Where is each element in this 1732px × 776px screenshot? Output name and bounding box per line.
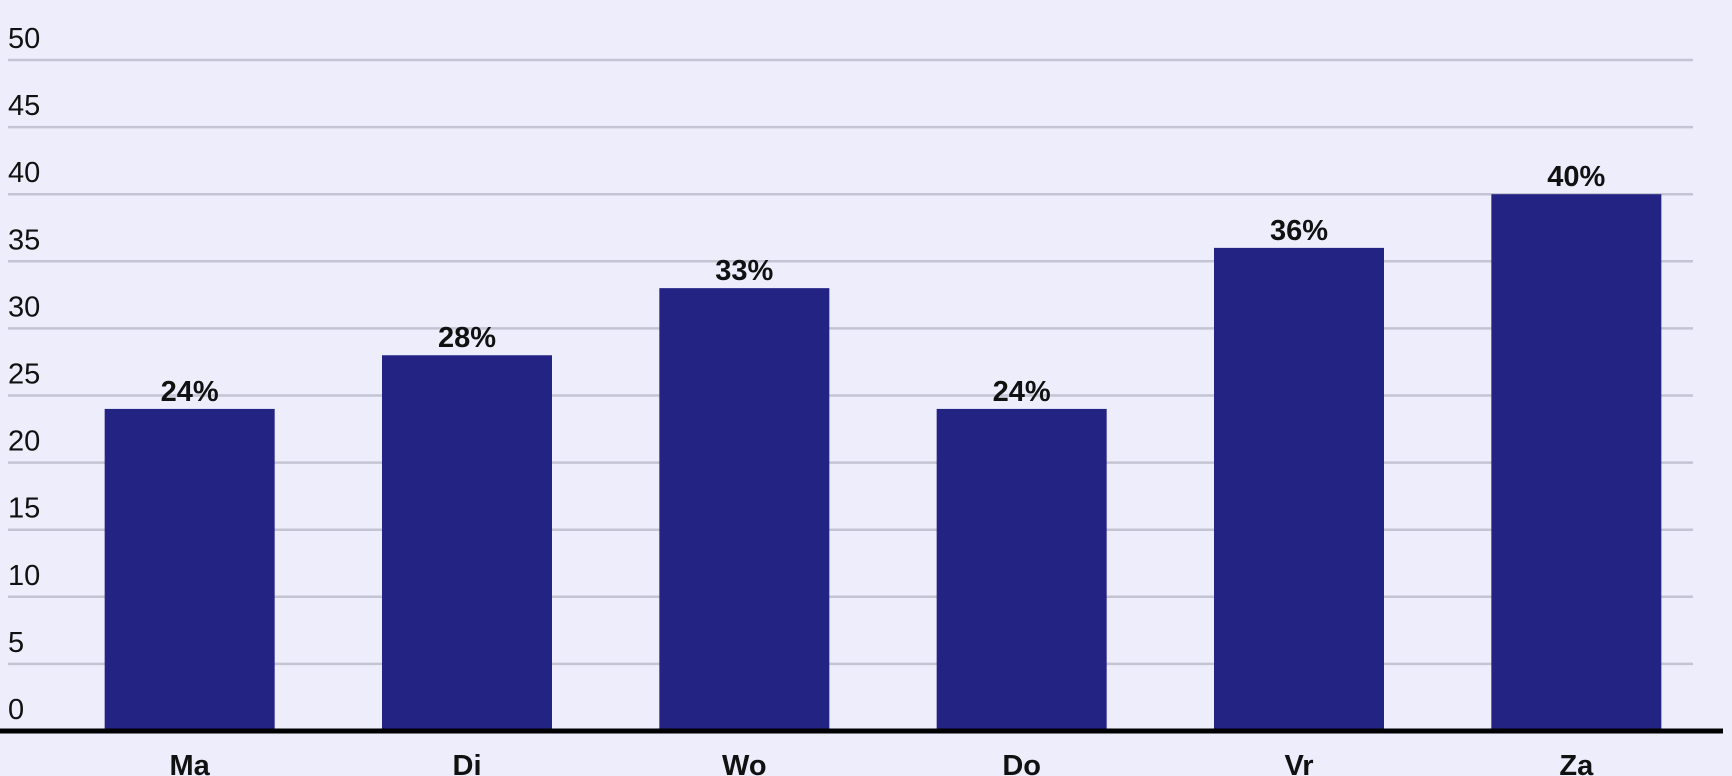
y-tick-label: 10 xyxy=(8,560,40,592)
value-label: 40% xyxy=(1547,161,1605,193)
y-tick-label: 50 xyxy=(8,23,40,55)
y-tick-label: 0 xyxy=(8,694,24,726)
value-label: 36% xyxy=(1270,215,1328,247)
x-tick-label: Vr xyxy=(1284,750,1313,776)
bar xyxy=(936,408,1107,731)
y-tick-label: 20 xyxy=(8,426,40,458)
bar xyxy=(104,408,275,731)
value-label: 33% xyxy=(715,255,773,287)
value-label: 24% xyxy=(993,376,1051,408)
value-label: 28% xyxy=(438,322,496,354)
y-tick-label: 40 xyxy=(8,157,40,189)
value-label: 24% xyxy=(161,376,219,408)
y-tick-label: 45 xyxy=(8,90,40,122)
y-tick-label: 35 xyxy=(8,224,40,256)
x-tick-label: Wo xyxy=(722,750,767,776)
y-tick-label: 25 xyxy=(8,359,40,391)
x-tick-label: Za xyxy=(1559,750,1594,776)
x-tick-label: Do xyxy=(1002,750,1041,776)
y-tick-label: 5 xyxy=(8,627,24,659)
x-tick-label: Ma xyxy=(170,750,211,776)
bar xyxy=(382,355,552,731)
x-tick-label: Di xyxy=(453,750,482,776)
bar xyxy=(659,288,830,731)
y-tick-label: 30 xyxy=(8,291,40,323)
y-tick-label: 15 xyxy=(8,493,40,525)
bar xyxy=(1214,247,1384,731)
bar xyxy=(1491,194,1662,731)
